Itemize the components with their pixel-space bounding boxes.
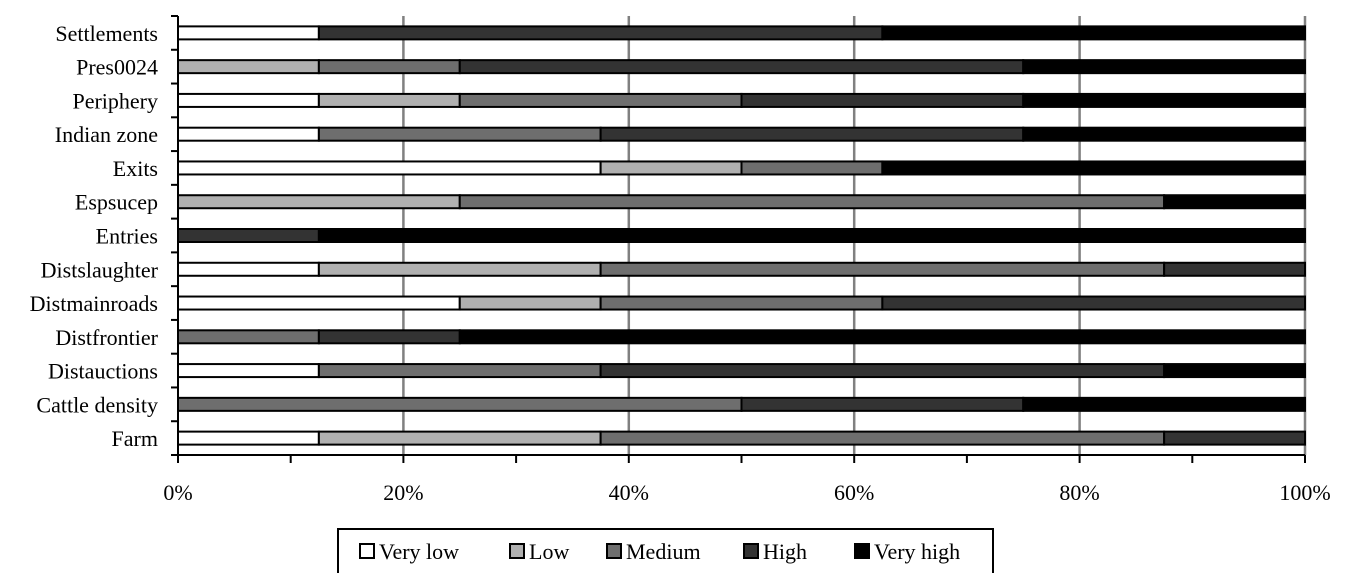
bar-segment [599, 261, 1166, 277]
bar-segment [881, 160, 1306, 176]
bar-segment [599, 430, 1166, 446]
bar-segment [599, 363, 1166, 379]
bar-segment [1163, 430, 1306, 446]
bar-segment [881, 295, 1306, 311]
bar-segment [317, 228, 1306, 243]
legend: Very low Low Medium High Very high [337, 528, 994, 573]
bar-segment [317, 430, 602, 446]
bar-segment [317, 25, 884, 41]
bar-segment [177, 126, 320, 142]
category-labels: Farm Cattle density Distauctions Distfronti… [30, 21, 159, 451]
bar-segment [177, 396, 743, 412]
x-tick-label: 60% [834, 480, 874, 505]
bar-segment [177, 194, 461, 210]
category-label: Farm [112, 426, 158, 451]
bar-segment [1163, 363, 1306, 379]
bar-segment [740, 160, 884, 176]
category-label: Indian zone [55, 122, 158, 147]
bar-segment [177, 92, 320, 108]
bar-segment [177, 430, 320, 446]
category-label: Entries [96, 224, 158, 249]
bar-segment [177, 261, 320, 277]
bar-segment [740, 92, 1025, 108]
x-tick-label: 0% [163, 480, 192, 505]
x-tick-labels: 0% 20% 40% 60% 80% 100% [163, 480, 1330, 505]
bar-segment [177, 329, 320, 345]
bar-segment [1022, 396, 1306, 412]
legend-box [337, 528, 994, 573]
bar-segment [458, 295, 602, 311]
bar-segment [599, 126, 1025, 142]
legend-label: Low [529, 539, 569, 564]
legend-swatch [743, 543, 759, 559]
bar-segment [177, 363, 320, 379]
bars [177, 25, 1306, 446]
bar-segment [317, 59, 461, 75]
bar-segment [1022, 126, 1306, 142]
legend-label: Medium [626, 539, 701, 564]
category-label: Settlements [55, 21, 158, 46]
bar-segment [177, 160, 602, 176]
bar-segment [1163, 194, 1306, 210]
bar-segment [458, 194, 1166, 210]
bar-segment [317, 92, 461, 108]
x-tick-label: 40% [609, 480, 649, 505]
category-label: Espsucep [75, 190, 158, 215]
bar-segment [1022, 59, 1306, 75]
bar-segment [177, 25, 320, 41]
bar-segment [458, 92, 743, 108]
category-label: Distauctions [48, 359, 158, 384]
bar-segment [177, 295, 461, 311]
category-label: Distslaughter [41, 257, 159, 282]
bar-segment [1022, 92, 1306, 108]
bar-segment [177, 59, 320, 75]
category-label: Pres0024 [76, 55, 158, 80]
bar-segment [881, 25, 1306, 41]
legend-swatch [509, 543, 525, 559]
category-label: Distfrontier [55, 325, 158, 350]
bar-segment [599, 295, 884, 311]
legend-label: Very low [379, 539, 459, 564]
bar-segment [458, 329, 1306, 345]
legend-label: High [763, 539, 807, 564]
bar-segment [317, 126, 602, 142]
legend-label: Very high [874, 539, 960, 564]
x-tick-label: 100% [1279, 480, 1330, 505]
category-label: Cattle density [36, 392, 158, 417]
bar-segment [177, 228, 320, 243]
bar-segment [1163, 261, 1306, 277]
bar-segment [317, 329, 461, 345]
legend-swatch [606, 543, 622, 559]
bar-segment [317, 363, 602, 379]
category-label: Periphery [72, 88, 158, 113]
bar-segment [317, 261, 602, 277]
legend-swatch [854, 543, 870, 559]
bar-segment [740, 396, 1025, 412]
category-label: Exits [113, 156, 158, 181]
bar-segment [599, 160, 743, 176]
x-tick-label: 80% [1059, 480, 1099, 505]
x-tick-label: 20% [383, 480, 423, 505]
bar-segment [458, 59, 1025, 75]
category-label: Distmainroads [30, 291, 158, 316]
legend-swatch [359, 543, 375, 559]
axes [171, 15, 1306, 463]
